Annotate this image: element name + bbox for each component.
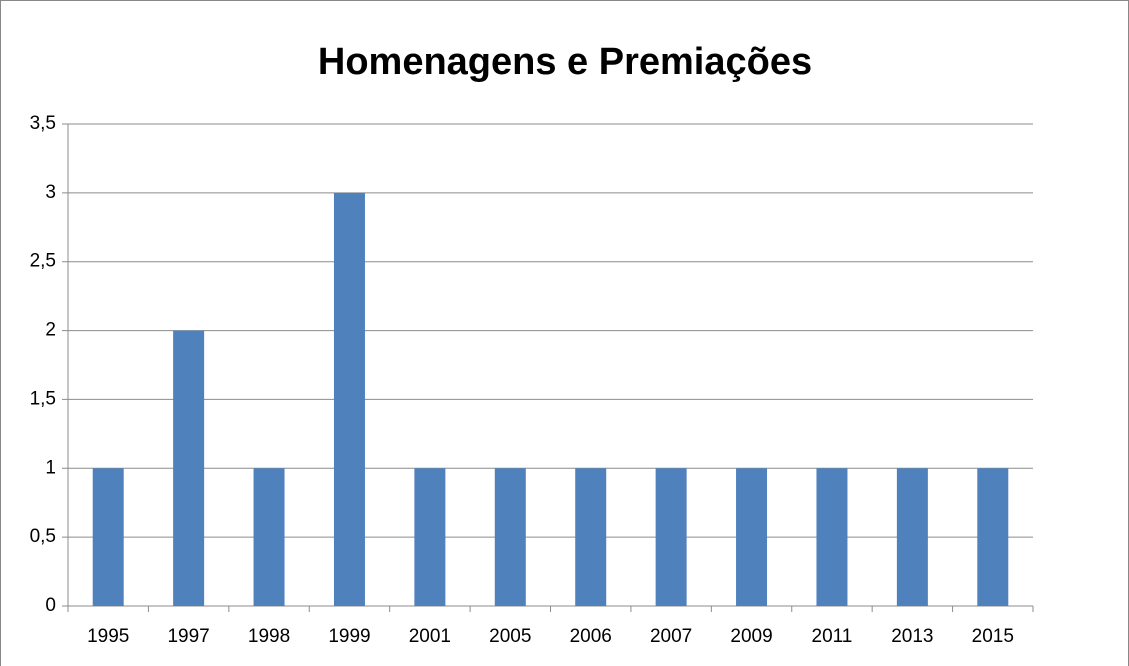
y-tick-label: 0,5 bbox=[30, 526, 56, 547]
x-tick-label: 1995 bbox=[87, 626, 129, 647]
bar bbox=[896, 468, 928, 606]
bar bbox=[333, 192, 365, 606]
y-tick-label: 1,5 bbox=[30, 388, 56, 409]
y-tick-label: 3 bbox=[45, 182, 56, 203]
x-tick-label: 2001 bbox=[409, 626, 451, 647]
chart-title: Homenagens e Premiações bbox=[318, 41, 812, 83]
x-tick-label: 2006 bbox=[570, 626, 612, 647]
y-tick-label: 2,5 bbox=[30, 251, 56, 272]
bar bbox=[173, 330, 205, 606]
y-tick-label: 3,5 bbox=[30, 113, 56, 134]
bar bbox=[575, 468, 607, 606]
y-tick-label: 0 bbox=[45, 595, 56, 616]
bar bbox=[414, 468, 446, 606]
bar bbox=[92, 468, 124, 606]
x-tick-label: 2005 bbox=[489, 626, 531, 647]
x-tick-label: 2013 bbox=[891, 626, 933, 647]
bar bbox=[977, 468, 1009, 606]
bar bbox=[816, 468, 848, 606]
bar bbox=[253, 468, 285, 606]
x-tick-label: 2015 bbox=[972, 626, 1014, 647]
x-tick-label: 1999 bbox=[328, 626, 370, 647]
bar bbox=[494, 468, 526, 606]
bar bbox=[736, 468, 768, 606]
x-tick-label: 2011 bbox=[812, 626, 853, 647]
x-tick-label: 1998 bbox=[248, 626, 290, 647]
x-tick-label: 2009 bbox=[730, 626, 772, 647]
y-tick-label: 2 bbox=[45, 320, 56, 341]
y-tick-label: 1 bbox=[45, 457, 56, 478]
bar bbox=[655, 468, 687, 606]
x-tick-label: 2007 bbox=[650, 626, 692, 647]
x-tick-label: 1997 bbox=[167, 626, 209, 647]
